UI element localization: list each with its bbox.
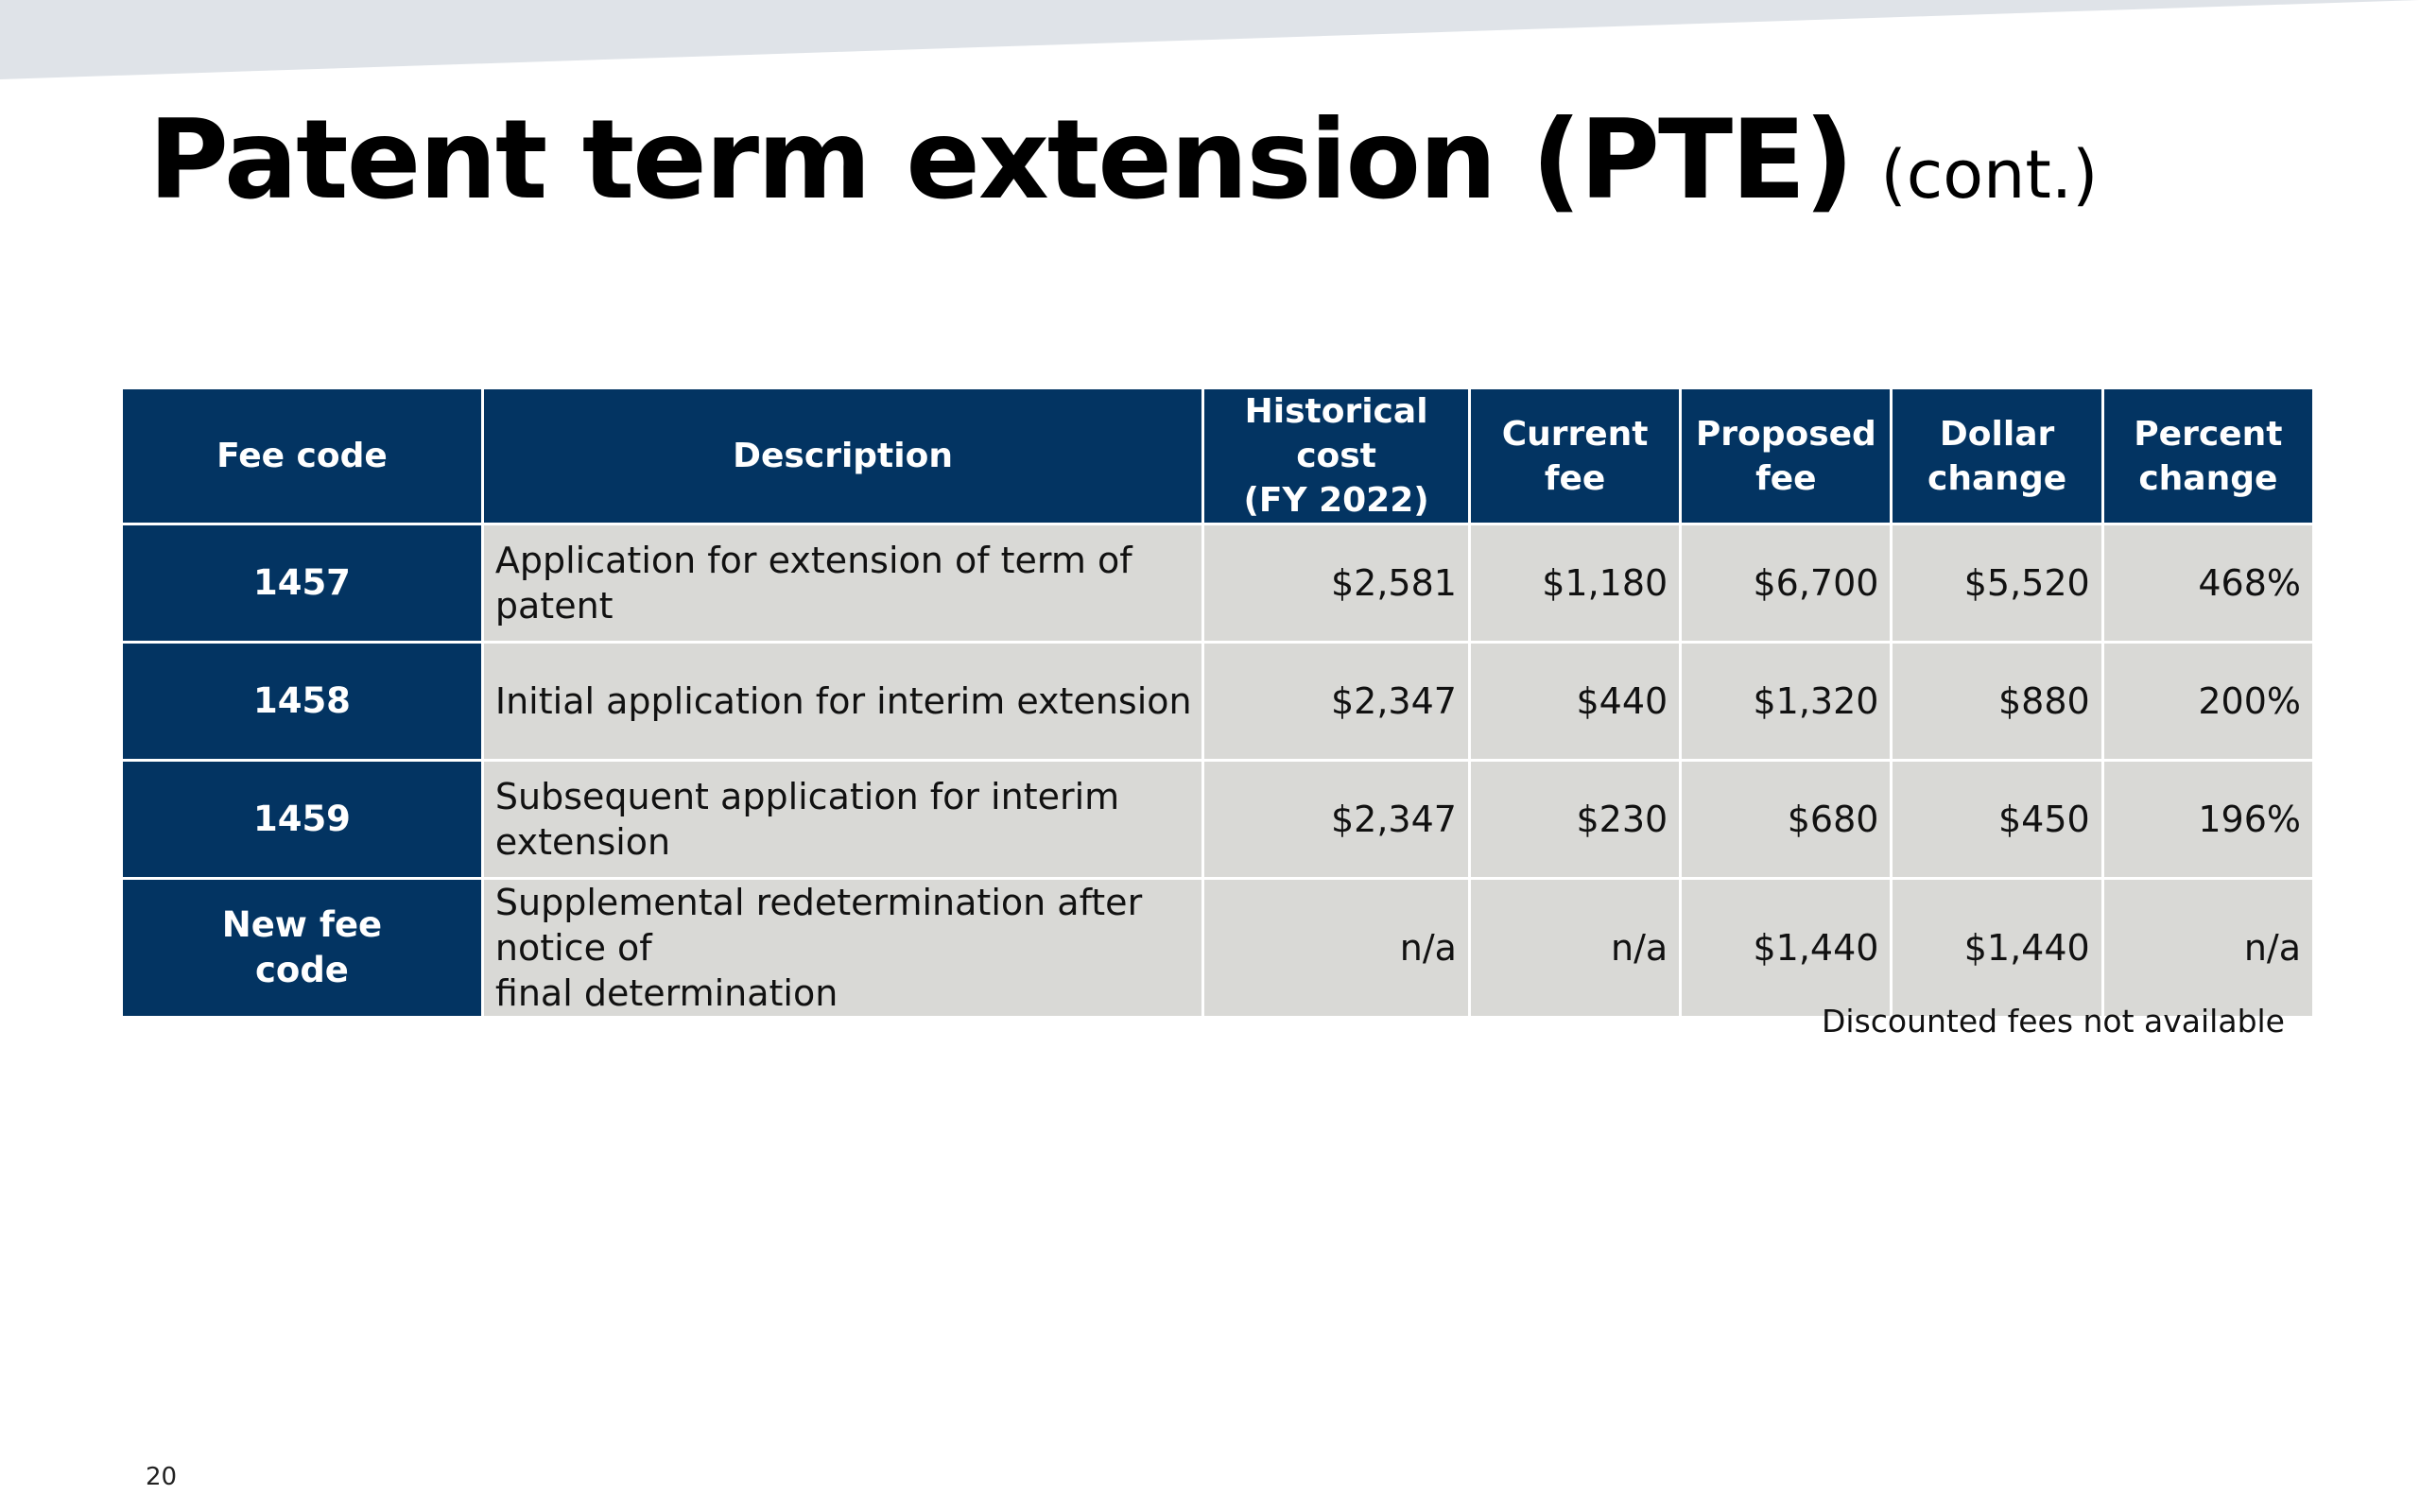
proposed-fee-cell: $1,440	[1682, 880, 1891, 1016]
header-current-fee-line2: fee	[1544, 458, 1606, 498]
fee-code-cell: New fee code	[123, 880, 481, 1016]
header-dollar-change: Dollar change	[1893, 389, 2101, 523]
current-fee-cell: $440	[1470, 644, 1680, 759]
proposed-fee-cell: $1,320	[1682, 644, 1891, 759]
header-proposed-fee: Proposed fee	[1682, 389, 1891, 523]
table-header-row: Fee code Description Historical cost (FY …	[123, 389, 2312, 523]
header-percent-change: Percent change	[2103, 389, 2312, 523]
slide-title-main: Patent term extension (PTE)	[148, 96, 1854, 224]
current-fee-cell: $230	[1470, 762, 1680, 877]
dollar-change-cell: $1,440	[1893, 880, 2101, 1016]
table-row: 1459 Subsequent application for interim …	[123, 762, 2312, 877]
table-row: New fee code Supplemental redetermination…	[123, 880, 2312, 1016]
description-line1: Subsequent application for interim exten…	[494, 776, 1120, 863]
header-current-fee-line1: Current	[1501, 414, 1649, 454]
header-dollar-change-line1: Dollar	[1939, 414, 2055, 454]
header-fee-code-label: Fee code	[216, 437, 388, 475]
historical-cost-cell: n/a	[1204, 880, 1468, 1016]
dollar-change-cell: $5,520	[1893, 525, 2101, 641]
percent-change-cell: 196%	[2103, 762, 2312, 877]
dollar-change-cell: $450	[1893, 762, 2101, 877]
header-historical-cost: Historical cost (FY 2022)	[1204, 389, 1468, 523]
slide-title-continued: (cont.)	[1880, 136, 2099, 214]
fee-code-line1: New fee	[221, 904, 383, 945]
description-line1: Supplemental redetermination after notic…	[494, 882, 1143, 969]
header-percent-change-line1: Percent	[2134, 414, 2283, 454]
header-percent-change-line2: change	[2138, 458, 2278, 498]
header-description-label: Description	[733, 437, 953, 475]
fee-code-line2: code	[254, 950, 349, 990]
percent-change-cell: 468%	[2103, 525, 2312, 641]
header-historical-cost-line2: (FY 2022)	[1243, 481, 1429, 520]
historical-cost-cell: $2,347	[1204, 644, 1468, 759]
slide-title: Patent term extension (PTE) (cont.)	[148, 106, 2098, 215]
description-cell: Subsequent application for interim exten…	[483, 762, 1202, 877]
header-historical-cost-line1: Historical cost	[1244, 392, 1428, 475]
fee-code-cell: 1459	[123, 762, 481, 877]
header-current-fee: Current fee	[1470, 389, 1680, 523]
description-cell: Application for extension of term of pat…	[483, 525, 1202, 641]
proposed-fee-cell: $680	[1682, 762, 1891, 877]
header-description: Description	[483, 389, 1202, 523]
fee-code-line1: 1459	[252, 799, 351, 839]
fee-code-line1: 1457	[252, 562, 351, 603]
historical-cost-cell: $2,347	[1204, 762, 1468, 877]
footnote: Discounted fees not available	[1821, 1003, 2285, 1040]
fee-code-line1: 1458	[252, 680, 351, 721]
description-cell: Initial application for interim extensio…	[483, 644, 1202, 759]
page-number: 20	[146, 1463, 178, 1491]
fee-table: Fee code Description Historical cost (FY …	[120, 387, 2315, 1019]
header-dollar-change-line2: change	[1927, 458, 2067, 498]
table-row: 1457 Application for extension of term o…	[123, 525, 2312, 641]
description-line2: final determination	[494, 972, 838, 1014]
description-line1: Application for extension of term of pat…	[494, 540, 1132, 627]
description-cell: Supplemental redetermination after notic…	[483, 880, 1202, 1016]
table-row: 1458 Initial application for interim ext…	[123, 644, 2312, 759]
top-decorative-band	[0, 0, 2420, 79]
description-line1: Initial application for interim extensio…	[494, 680, 1192, 722]
header-proposed-fee-line2: fee	[1755, 458, 1817, 498]
header-fee-code: Fee code	[123, 389, 481, 523]
current-fee-cell: $1,180	[1470, 525, 1680, 641]
historical-cost-cell: $2,581	[1204, 525, 1468, 641]
fee-code-cell: 1458	[123, 644, 481, 759]
current-fee-cell: n/a	[1470, 880, 1680, 1016]
dollar-change-cell: $880	[1893, 644, 2101, 759]
percent-change-cell: 200%	[2103, 644, 2312, 759]
fee-code-cell: 1457	[123, 525, 481, 641]
proposed-fee-cell: $6,700	[1682, 525, 1891, 641]
header-proposed-fee-line1: Proposed	[1695, 414, 1876, 454]
percent-change-cell: n/a	[2103, 880, 2312, 1016]
